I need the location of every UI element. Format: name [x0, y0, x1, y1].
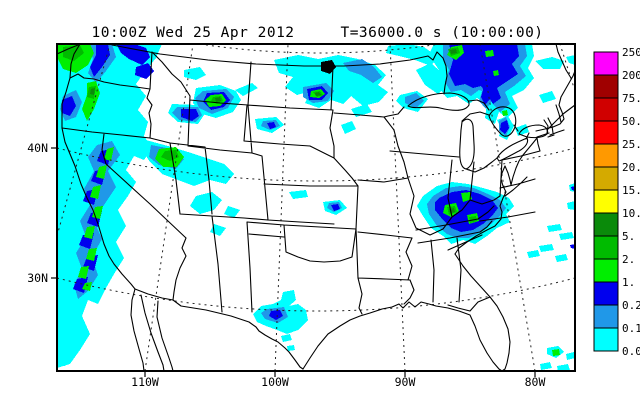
colorbar-box-5	[593, 235, 619, 260]
precip-level-0.25	[62, 44, 575, 320]
west-coast-mexico-border	[61, 44, 304, 370]
gulf-atlantic-coast	[302, 253, 511, 371]
colorbar-label: 20.	[622, 161, 640, 174]
colorbar-box-200	[593, 74, 619, 99]
colorbar-box-10	[593, 212, 619, 237]
colorbar-box-15	[593, 189, 619, 214]
lake-erie	[496, 137, 529, 162]
map-borders	[57, 44, 575, 371]
colorbar-label: 2.	[622, 253, 635, 266]
colorbar-label: 5.	[622, 230, 635, 243]
lat-label-30n: 30N	[27, 271, 48, 285]
axis-ticks	[51, 147, 536, 377]
colorbar-label: 10.	[622, 207, 640, 220]
map-frame	[56, 43, 576, 372]
colorbar-box-25	[593, 143, 619, 168]
colorbar-label: 200.	[622, 69, 640, 82]
lake-michigan	[459, 118, 475, 170]
colorbar-label: 15.	[622, 184, 640, 197]
gridline-90w	[389, 44, 406, 371]
colorbar-box-250	[593, 51, 619, 76]
state-borders-central	[333, 106, 536, 315]
gridline-50n	[199, 44, 441, 54]
colorbar: 250. 200. 75. 50. 25. 20. 15. 10. 5. 2. …	[593, 46, 640, 358]
colorbar-box-2	[593, 258, 619, 283]
lon-label-100w: 100W	[261, 375, 289, 389]
colorbar-label: 50.	[622, 115, 640, 128]
state-borders-west	[61, 51, 359, 313]
gridline-40n	[57, 147, 575, 182]
precip-level-1	[57, 44, 560, 356]
baja-gulf-of-california	[130, 288, 174, 371]
plot-title-model-time: T=36000.0 s (10:00:00)	[340, 25, 543, 41]
gridline-70w	[559, 44, 575, 92]
colorbar-label: 250.	[622, 46, 640, 59]
colorbar-label: 75.	[622, 92, 640, 105]
canada-border	[57, 44, 448, 95]
lon-label-110w: 110W	[131, 375, 159, 389]
lake-superior	[407, 92, 470, 111]
gridline-110w	[144, 44, 194, 371]
lon-label-90w: 90W	[395, 375, 416, 389]
colorbar-label: 0.10	[622, 322, 640, 335]
state-borders-northeast	[499, 104, 565, 197]
colorbar-box-0.01	[593, 327, 619, 352]
colorbar-label: 1.	[622, 276, 635, 289]
plot-title-datetime: 10:00Z Wed 25 Apr 2012	[91, 25, 294, 41]
latlon-gridlines	[57, 44, 575, 371]
colorbar-box-20	[593, 166, 619, 191]
lat-label-40n: 40N	[27, 141, 48, 155]
gridline-80w	[479, 44, 536, 371]
colorbar-label: 25.	[622, 138, 640, 151]
lon-label-80w: 80W	[525, 375, 546, 389]
colorbar-label: 0.25	[622, 299, 640, 312]
gridline-30n	[57, 277, 575, 312]
map-area	[57, 44, 575, 371]
great-lakes-links	[461, 99, 575, 173]
colorbar-box-75	[593, 97, 619, 122]
colorbar-box-0.25	[593, 304, 619, 329]
gridline-100w	[274, 44, 289, 371]
colorbar-box-50	[593, 120, 619, 145]
colorbar-label: 0.01	[622, 345, 640, 358]
colorbar-box-1	[593, 281, 619, 306]
lake-ontario	[518, 124, 549, 139]
